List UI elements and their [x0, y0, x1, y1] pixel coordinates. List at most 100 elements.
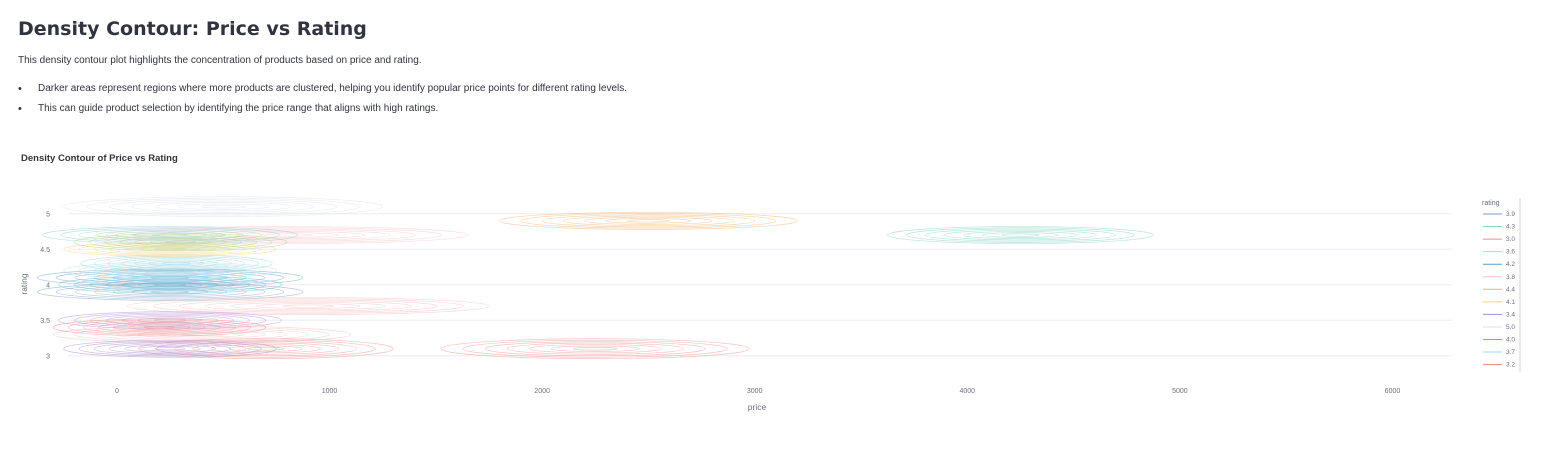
contour-line [944, 229, 1097, 241]
contour-line [105, 279, 235, 290]
legend[interactable]: rating 3.9 4.3 3.0 3.6 4.2 3.8 4.4 4.1 3.4 5.0 4.0… [1482, 198, 1521, 372]
contour-series-3-0[interactable] [440, 338, 750, 359]
contour-line [42, 226, 298, 244]
legend-label: 3.0 [1506, 236, 1515, 243]
x-tick-label: 3000 [747, 388, 763, 395]
contour-series-3-7[interactable] [63, 261, 277, 280]
contour-line [108, 343, 232, 354]
legend-item[interactable]: 4.3 [1483, 224, 1515, 231]
contour-line [63, 261, 277, 280]
contour-line [528, 344, 662, 354]
contour-line [108, 244, 232, 254]
contour-line [165, 240, 197, 244]
contour-series-5-0[interactable] [63, 196, 383, 217]
y-tick-label: 4 [46, 282, 50, 289]
contour-line [200, 204, 247, 209]
y-tick-label: 5 [46, 211, 50, 218]
contour-line [192, 342, 339, 355]
contour-line [63, 339, 277, 358]
legend-item[interactable]: 3.4 [1483, 311, 1515, 318]
y-axis-label: rating [19, 273, 29, 295]
contour-line [55, 284, 285, 300]
contour-line [260, 233, 314, 237]
contour-line [520, 213, 777, 229]
legend-item[interactable]: 3.9 [1483, 211, 1515, 218]
contour-line [67, 319, 251, 336]
contour-line [58, 275, 283, 294]
legend-item[interactable]: 3.2 [1483, 362, 1515, 369]
legend-item[interactable]: 4.4 [1483, 286, 1515, 293]
contour-line [925, 228, 1116, 242]
contour-line [1001, 233, 1040, 237]
legend-label: 3.7 [1506, 349, 1515, 356]
contour-line [134, 238, 227, 247]
contour-line [74, 233, 288, 252]
contour-series-4-0[interactable] [58, 275, 283, 294]
bullet-item: Darker areas represent regions where mor… [18, 83, 627, 103]
contour-line [143, 325, 175, 329]
contour-line [541, 214, 756, 228]
contour-layer[interactable] [36, 196, 1154, 359]
page-title: Density Contour: Price vs Rating [18, 18, 367, 40]
legend-item[interactable]: 3.0 [1483, 236, 1515, 243]
contour-line [63, 196, 383, 217]
contour-line [982, 232, 1059, 238]
legend-label: 3.4 [1506, 311, 1515, 318]
legend-item[interactable]: 3.6 [1483, 249, 1515, 256]
contour-line [178, 299, 438, 313]
contour-line [93, 264, 247, 278]
contour-cluster[interactable] [887, 226, 1154, 244]
contour-line [74, 277, 267, 293]
contour-line [58, 311, 283, 330]
legend-item[interactable]: 4.2 [1483, 261, 1515, 268]
x-tick-label: 1000 [322, 388, 338, 395]
contour-line [605, 218, 692, 224]
contour-line [78, 341, 262, 357]
contour-series-3-6[interactable] [127, 297, 490, 315]
x-tick-label: 2000 [534, 388, 550, 395]
contour-line [177, 203, 270, 210]
contour-series-3-2[interactable] [52, 318, 267, 337]
legend-item[interactable]: 4.0 [1483, 337, 1515, 344]
contour-line [124, 344, 216, 353]
contour-line [963, 231, 1078, 240]
legend-title: rating [1482, 200, 1500, 207]
contour-line [626, 219, 670, 223]
contour-line [154, 347, 186, 351]
contour-line [86, 197, 361, 216]
contour-line [127, 297, 490, 315]
contour-line [89, 278, 251, 292]
y-tick-label: 3.5 [40, 318, 50, 325]
contour-line [440, 338, 750, 359]
legend-item[interactable]: 3.7 [1483, 349, 1515, 356]
contour-line [108, 199, 338, 215]
y-axis-ticks: 3 3.5 4 4.5 5 [40, 211, 50, 360]
x-tick-label: 6000 [1385, 388, 1401, 395]
contour-line [108, 265, 232, 276]
legend-item[interactable]: 5.0 [1483, 324, 1515, 331]
contour-line [550, 345, 640, 352]
legend-item[interactable]: 3.8 [1483, 274, 1515, 281]
contour-cluster[interactable] [63, 339, 277, 358]
x-tick-label: 4000 [959, 388, 975, 395]
contour-line [60, 227, 280, 243]
contour-line [204, 300, 412, 312]
contour-line [93, 342, 247, 356]
contour-line [55, 270, 285, 286]
contour-cluster[interactable] [74, 233, 288, 252]
contour-line [89, 234, 273, 250]
contour-line [139, 345, 201, 352]
contour-line [131, 200, 315, 213]
contour-line [119, 236, 242, 248]
legend-label: 4.4 [1506, 286, 1515, 293]
contour-series-4-4[interactable] [499, 211, 798, 230]
legend-item[interactable]: 4.1 [1483, 299, 1515, 306]
contour-line [156, 339, 376, 358]
contour-series-3-0[interactable] [137, 338, 394, 359]
contour-line [128, 324, 191, 331]
contour-line [124, 266, 216, 275]
contour-line [154, 269, 186, 273]
x-axis-label: price [748, 402, 767, 412]
x-axis-ticks: 0 1000 2000 3000 4000 5000 6000 [115, 388, 1400, 395]
